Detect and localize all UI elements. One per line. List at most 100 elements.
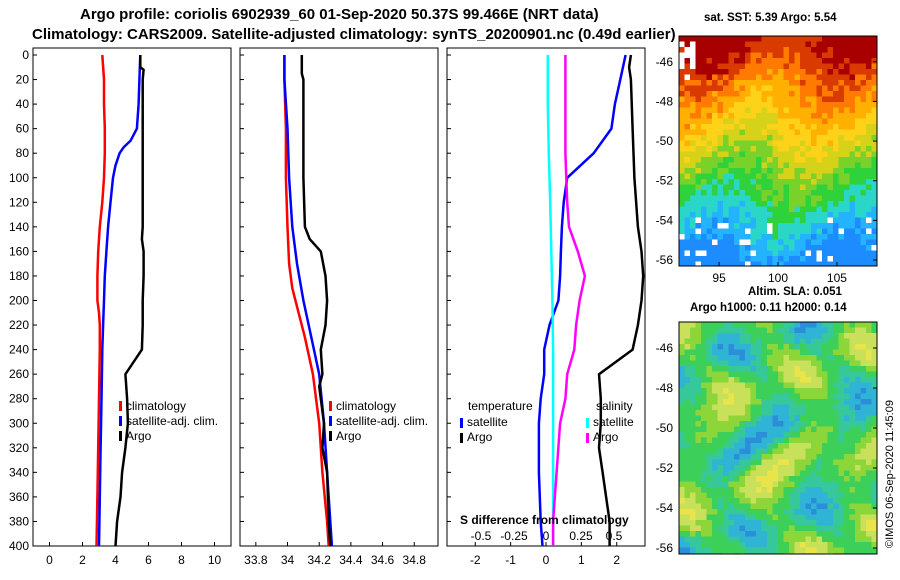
- map-cell: [811, 97, 817, 103]
- map-cell: [833, 240, 839, 246]
- map-cell: [795, 163, 801, 169]
- map-cell: [811, 504, 817, 510]
- map-cell: [811, 344, 817, 350]
- map-cell: [685, 460, 691, 466]
- map-cell: [861, 322, 867, 328]
- map-cell: [828, 124, 834, 130]
- map-cell: [839, 339, 845, 345]
- map-cell: [729, 355, 735, 361]
- map-cell: [707, 372, 713, 378]
- map-cell: [707, 135, 713, 141]
- map-cell: [685, 339, 691, 345]
- map-cell: [839, 245, 845, 251]
- map-cell: [811, 548, 817, 554]
- map-cell: [828, 410, 834, 416]
- map-cell: [828, 53, 834, 59]
- map-cell: [707, 196, 713, 202]
- map-cell: [751, 394, 757, 400]
- map-cell: [707, 212, 713, 218]
- map-cell: [806, 350, 812, 356]
- map-cell: [833, 509, 839, 515]
- map-cell: [745, 509, 751, 515]
- map-cell: [773, 416, 779, 422]
- depth-tick-label: 380: [9, 514, 29, 528]
- map-cell: [762, 526, 768, 532]
- map-cell: [861, 80, 867, 86]
- map-cell: [795, 251, 801, 257]
- map-cell: [773, 355, 779, 361]
- map-cell: [762, 493, 768, 499]
- map-cell: [696, 157, 702, 163]
- map-cell: [723, 388, 729, 394]
- map-cell: [745, 234, 751, 240]
- map-cell: [850, 372, 856, 378]
- map-cell: [784, 339, 790, 345]
- map-cell: [806, 91, 812, 97]
- map-cell: [839, 240, 845, 246]
- map-cell: [745, 80, 751, 86]
- map-cell: [707, 262, 713, 267]
- map-cell: [839, 515, 845, 521]
- map-cell: [712, 223, 718, 229]
- map-cell: [685, 69, 691, 75]
- map-cell: [723, 256, 729, 262]
- map-cell: [872, 421, 878, 427]
- map-cell: [828, 157, 834, 163]
- map-cell: [866, 47, 872, 53]
- map-cell: [679, 355, 685, 361]
- map-cell: [811, 520, 817, 526]
- map-cell: [685, 399, 691, 405]
- map-cell: [762, 333, 768, 339]
- map-cell: [690, 196, 696, 202]
- map-cell: [762, 179, 768, 185]
- map-cell: [833, 322, 839, 328]
- map-cell: [729, 471, 735, 477]
- map-cell: [773, 168, 779, 174]
- map-cell: [817, 119, 823, 125]
- map-cell: [866, 355, 872, 361]
- map-cell: [707, 548, 713, 554]
- map-cell: [817, 548, 823, 554]
- map-cell: [855, 328, 861, 334]
- map-cell: [806, 328, 812, 334]
- map-cell: [690, 135, 696, 141]
- map-cell: [866, 476, 872, 482]
- map-cell: [844, 218, 850, 224]
- map-cell: [806, 471, 812, 477]
- map-cell: [855, 377, 861, 383]
- map-cell: [855, 537, 861, 543]
- map-cell: [828, 80, 834, 86]
- map-cell: [767, 152, 773, 158]
- map-cell: [723, 240, 729, 246]
- map-cell: [872, 394, 878, 400]
- map-cell: [707, 454, 713, 460]
- map-cell: [839, 124, 845, 130]
- map-cell: [679, 471, 685, 477]
- map-cell: [828, 201, 834, 207]
- map-cell: [756, 234, 762, 240]
- map-cell: [701, 256, 707, 262]
- map-cell: [690, 449, 696, 455]
- map-cell: [696, 240, 702, 246]
- map-cell: [701, 537, 707, 543]
- map-cell: [707, 69, 713, 75]
- map-cell: [767, 482, 773, 488]
- map-cell: [712, 185, 718, 191]
- map-cell: [795, 124, 801, 130]
- map-cell: [773, 53, 779, 59]
- map-cell: [729, 86, 735, 92]
- map-cell: [723, 465, 729, 471]
- map-cell: [762, 548, 768, 554]
- map-cell: [756, 548, 762, 554]
- map-cell: [696, 427, 702, 433]
- map-cell: [795, 240, 801, 246]
- map-cell: [718, 548, 724, 554]
- map-cell: [817, 482, 823, 488]
- map-cell: [751, 245, 757, 251]
- map-cell: [822, 399, 828, 405]
- map-cell: [778, 537, 784, 543]
- map-cell: [723, 416, 729, 422]
- map-cell: [784, 58, 790, 64]
- map-cell: [817, 113, 823, 119]
- map-cell: [751, 509, 757, 515]
